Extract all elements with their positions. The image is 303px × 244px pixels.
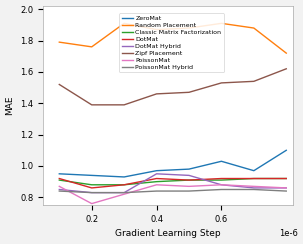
PoissonMat [155, 183, 158, 186]
Text: 1e-6: 1e-6 [279, 229, 298, 238]
ZeroMat [122, 175, 126, 178]
Zipf Placement [122, 103, 126, 106]
PoissonMat [220, 183, 223, 186]
PoissonMat Hybrid [220, 188, 223, 191]
Line: DotMat: DotMat [59, 179, 286, 188]
Line: DotMat Hybrid: DotMat Hybrid [59, 174, 286, 193]
Line: Random Placement: Random Placement [59, 23, 286, 53]
DotMat [122, 183, 126, 186]
ZeroMat [285, 149, 288, 152]
Y-axis label: MAE: MAE [5, 96, 15, 115]
Zipf Placement [90, 103, 94, 106]
Random Placement [220, 22, 223, 25]
PoissonMat [252, 185, 256, 188]
DotMat Hybrid [155, 172, 158, 175]
PoissonMat [187, 185, 191, 188]
Classic Matrix Factorization [58, 179, 61, 182]
DotMat [220, 177, 223, 180]
ZeroMat [187, 168, 191, 171]
DotMat [187, 179, 191, 182]
DotMat [58, 177, 61, 180]
ZeroMat [58, 172, 61, 175]
Zipf Placement [187, 91, 191, 94]
PoissonMat Hybrid [122, 191, 126, 194]
Random Placement [90, 45, 94, 48]
DotMat Hybrid [58, 188, 61, 191]
Line: ZeroMat: ZeroMat [59, 150, 286, 177]
PoissonMat [122, 193, 126, 196]
Random Placement [155, 28, 158, 31]
DotMat [155, 177, 158, 180]
Legend: ZeroMat, Random Placement, Classic Matrix Factorization, DotMat, DotMat Hybrid, : ZeroMat, Random Placement, Classic Matri… [119, 13, 224, 72]
Line: Zipf Placement: Zipf Placement [59, 69, 286, 105]
Zipf Placement [285, 67, 288, 70]
Zipf Placement [252, 80, 256, 83]
PoissonMat [58, 185, 61, 188]
Classic Matrix Factorization [285, 177, 288, 180]
PoissonMat Hybrid [90, 191, 94, 194]
DotMat [90, 186, 94, 189]
ZeroMat [252, 169, 256, 172]
ZeroMat [90, 174, 94, 177]
Zipf Placement [220, 81, 223, 84]
DotMat Hybrid [285, 186, 288, 189]
Classic Matrix Factorization [155, 180, 158, 183]
Line: Classic Matrix Factorization: Classic Matrix Factorization [59, 179, 286, 185]
PoissonMat Hybrid [155, 190, 158, 193]
Classic Matrix Factorization [252, 177, 256, 180]
DotMat Hybrid [220, 183, 223, 186]
DotMat Hybrid [187, 174, 191, 177]
ZeroMat [220, 160, 223, 163]
DotMat [285, 177, 288, 180]
Line: PoissonMat: PoissonMat [59, 185, 286, 203]
PoissonMat [285, 186, 288, 189]
Random Placement [122, 22, 126, 25]
DotMat Hybrid [122, 191, 126, 194]
DotMat [252, 177, 256, 180]
Random Placement [58, 41, 61, 44]
Classic Matrix Factorization [122, 183, 126, 186]
Line: PoissonMat Hybrid: PoissonMat Hybrid [59, 190, 286, 193]
Zipf Placement [155, 92, 158, 95]
Classic Matrix Factorization [90, 183, 94, 186]
PoissonMat Hybrid [285, 190, 288, 193]
Classic Matrix Factorization [187, 179, 191, 182]
PoissonMat Hybrid [252, 188, 256, 191]
X-axis label: Gradient Learning Step: Gradient Learning Step [115, 229, 221, 238]
DotMat Hybrid [252, 186, 256, 189]
Classic Matrix Factorization [220, 179, 223, 182]
DotMat Hybrid [90, 191, 94, 194]
PoissonMat [90, 202, 94, 205]
ZeroMat [155, 169, 158, 172]
Random Placement [285, 52, 288, 55]
Random Placement [187, 27, 191, 30]
Random Placement [252, 27, 256, 30]
PoissonMat Hybrid [187, 190, 191, 193]
Zipf Placement [58, 83, 61, 86]
PoissonMat Hybrid [58, 190, 61, 193]
